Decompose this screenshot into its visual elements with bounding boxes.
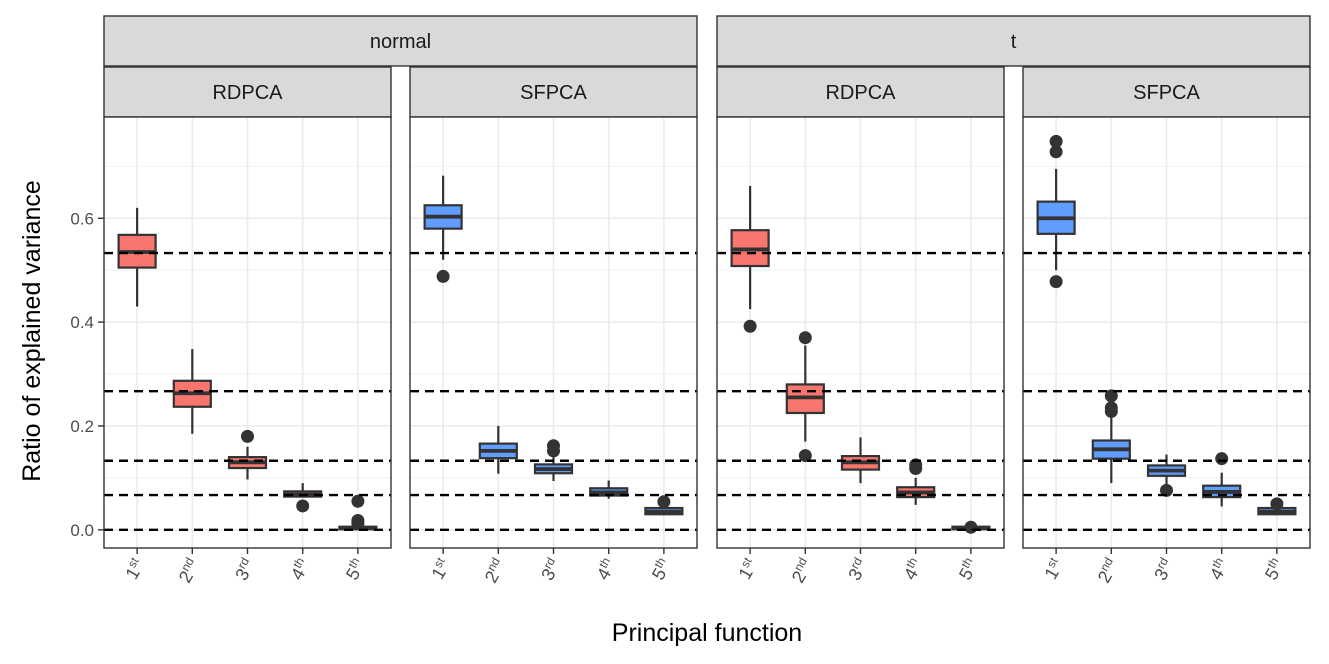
box-3: [533, 439, 574, 482]
panel-normal-sfpca: [409, 116, 698, 549]
outlier-point: [436, 269, 450, 283]
box-1: [423, 175, 463, 283]
box-3: [227, 429, 268, 480]
x-tick-label: 1st: [733, 554, 762, 582]
x-tick-label: 2nd: [479, 555, 510, 586]
outlier-point: [1049, 145, 1063, 159]
panel-t-sfpca: [1022, 116, 1311, 549]
strip-group-t-label: t: [1011, 31, 1017, 53]
x-tick-label: 5th: [1259, 555, 1288, 583]
outlier-point: [296, 499, 310, 513]
panel-t-rdpca: [716, 116, 1005, 549]
x-tick-label: 5th: [953, 555, 982, 583]
box-3: [840, 437, 881, 484]
y-axis-title: Ratio of explained variance: [18, 180, 46, 482]
box-5: [644, 495, 684, 516]
box-2: [1091, 389, 1131, 484]
x-tick-label: 4th: [591, 555, 620, 583]
outlier-point: [1270, 497, 1284, 511]
box-1: [1036, 134, 1076, 289]
strip-panel-normal-sfpca-label: SFPCA: [520, 82, 587, 104]
box-3: [1146, 454, 1187, 497]
x-tick-label: 1st: [120, 554, 149, 582]
x-tick-label: 1st: [426, 554, 455, 582]
box-1: [730, 186, 770, 333]
strip-group-t-bg: [716, 15, 1311, 67]
x-tick-label: 4th: [1204, 555, 1233, 583]
strip-panel-t-sfpca-label: SFPCA: [1133, 82, 1200, 104]
outlier-point: [547, 444, 560, 458]
box-4: [1202, 452, 1242, 507]
box-2: [172, 349, 212, 434]
outlier-point: [351, 517, 365, 531]
outlier-point: [657, 495, 671, 509]
outlier-point: [964, 520, 978, 534]
box-2: [478, 425, 518, 474]
outlier-point: [1160, 483, 1173, 497]
outlier-point: [743, 319, 757, 333]
strip-panel-t-sfpca-bg: [1022, 66, 1311, 118]
x-tick-label: 2nd: [786, 555, 817, 586]
strip-group-normal-label: normal: [370, 31, 431, 53]
box-1: [117, 207, 157, 307]
x-tick-label: 3rd: [230, 555, 259, 584]
panel-normal-rdpca: [103, 116, 392, 549]
x-tick-label: 5th: [340, 555, 369, 583]
outlier-point: [909, 462, 923, 476]
x-tick-label: 3rd: [536, 555, 565, 584]
box-5: [951, 520, 991, 534]
strip-panel-t-rdpca-label: RDPCA: [825, 82, 896, 104]
strip-group-normal-bg: [103, 15, 698, 67]
outlier-point: [351, 494, 365, 508]
y-tick-label: 0.2: [70, 417, 94, 436]
outlier-point: [1104, 389, 1118, 403]
x-tick-label: 2nd: [173, 555, 204, 586]
y-tick-label: 0.6: [70, 209, 94, 228]
box-5: [1257, 497, 1297, 516]
x-tick-label: 1st: [1039, 554, 1068, 582]
y-tick-label: 0.0: [70, 521, 94, 540]
x-tick-label: 2nd: [1092, 555, 1123, 586]
strip-panel-normal-sfpca-bg: [409, 66, 698, 118]
x-tick-label: 4th: [285, 555, 314, 583]
box-5: [338, 494, 378, 531]
outlier-point: [1049, 134, 1063, 148]
outlier-point: [1215, 452, 1229, 466]
outlier-point: [241, 429, 254, 443]
outlier-point: [1049, 275, 1063, 289]
outlier-point: [1104, 404, 1118, 418]
x-tick-label: 4th: [898, 555, 927, 583]
x-axis-title: Principal function: [612, 619, 802, 647]
box-2: [785, 331, 825, 463]
strip-panel-normal-rdpca-bg: [103, 66, 392, 118]
outlier-point: [798, 449, 812, 463]
x-tick-label: 5th: [646, 555, 675, 583]
y-tick-label: 0.4: [70, 313, 94, 332]
x-tick-label: 3rd: [1149, 555, 1178, 584]
outlier-point: [798, 331, 812, 345]
x-tick-label: 3rd: [843, 555, 872, 584]
strip-panel-normal-rdpca-label: RDPCA: [212, 82, 283, 104]
